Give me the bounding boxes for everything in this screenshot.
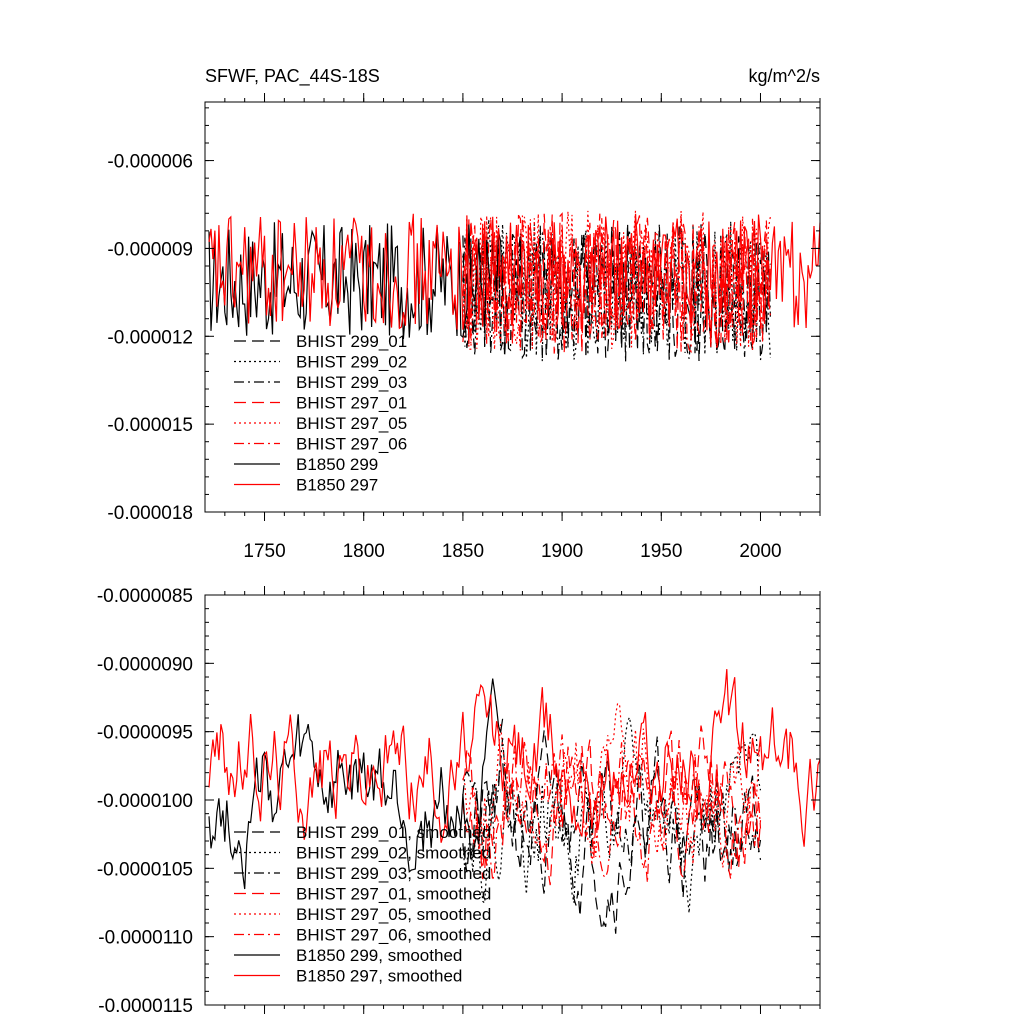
legend-label: B1850 297, smoothed: [296, 967, 462, 986]
legend-label: BHIST 299_02: [296, 353, 407, 372]
y-tick-label: -0.0000090: [97, 654, 193, 675]
series-line-3: [462, 223, 771, 362]
legend-label: BHIST 299_03, smoothed: [296, 864, 491, 883]
legend-label: BHIST 297_06: [296, 435, 407, 454]
top-ticks: -0.000006 -0.000009 -0.000012 -0.000015 -0.0…: [107, 93, 821, 562]
series-line-7: [208, 678, 504, 890]
legend-label: BHIST 299_01: [296, 332, 407, 351]
legend-label: B1850 299: [296, 455, 378, 474]
x-tick-label: 1850: [442, 541, 484, 562]
legend-label: BHIST 297_01: [296, 394, 407, 413]
series-line-5: [462, 210, 771, 351]
x-tick-label: 1900: [541, 541, 583, 562]
x-tick-label: 1750: [243, 541, 285, 562]
top-panel-title: SFWF, PAC_44S-18S: [205, 66, 380, 87]
bottom-panel: -0.0000085 -0.0000090 -0.0000095 -0.0000100…: [97, 586, 821, 1017]
bottom-ticks: -0.0000085 -0.0000090 -0.0000095 -0.0000100…: [97, 586, 821, 1017]
x-tick-label: 1800: [343, 541, 385, 562]
legend-label: B1850 299, smoothed: [296, 946, 462, 965]
top-series-group: [208, 210, 821, 362]
legend-label: B1850 297: [296, 476, 378, 495]
y-tick-label: -0.000009: [107, 239, 193, 260]
y-tick-label: -0.000006: [107, 152, 193, 173]
series-line-6: [462, 734, 762, 883]
legend-label: BHIST 299_03: [296, 373, 407, 392]
y-tick-label: -0.0000085: [97, 586, 193, 607]
y-tick-label: -0.000012: [107, 327, 193, 348]
legend-label: BHIST 297_05: [296, 414, 407, 433]
legend-label: BHIST 297_05, smoothed: [296, 905, 491, 924]
y-tick-label: -0.000015: [107, 415, 193, 436]
series-line-8: [208, 213, 821, 331]
bottom-series-group: [208, 669, 821, 934]
series-line-2: [462, 715, 762, 914]
series-line-6: [462, 215, 771, 354]
y-tick-label: -0.0000115: [98, 996, 193, 1017]
series-line-1: [462, 729, 762, 934]
x-tick-label: 2000: [739, 541, 781, 562]
y-tick-label: -0.0000105: [97, 859, 193, 880]
top-panel: SFWF, PAC_44S-18S kg/m^2/s -0.000006-0.0…: [107, 66, 821, 562]
legend-label: BHIST 299_02, smoothed: [296, 844, 491, 863]
legend-label: BHIST 297_01, smoothed: [296, 885, 491, 904]
y-tick-label: -0.0000100: [97, 791, 193, 812]
series-line-8: [208, 669, 821, 847]
top-plot-frame: [204, 101, 821, 513]
top-panel-units: kg/m^2/s: [749, 66, 820, 86]
y-tick-label: -0.0000095: [97, 723, 193, 744]
legend-label: BHIST 297_06, smoothed: [296, 926, 491, 945]
y-tick-label: -0.0000110: [98, 928, 193, 949]
legend-label: BHIST 299_01, smoothed: [296, 823, 491, 842]
bottom-legend: BHIST 299_01, smoothed BHIST 299_02, smoo…: [234, 823, 491, 986]
x-tick-label: 1950: [640, 541, 682, 562]
y-tick-label: -0.000018: [107, 503, 193, 524]
